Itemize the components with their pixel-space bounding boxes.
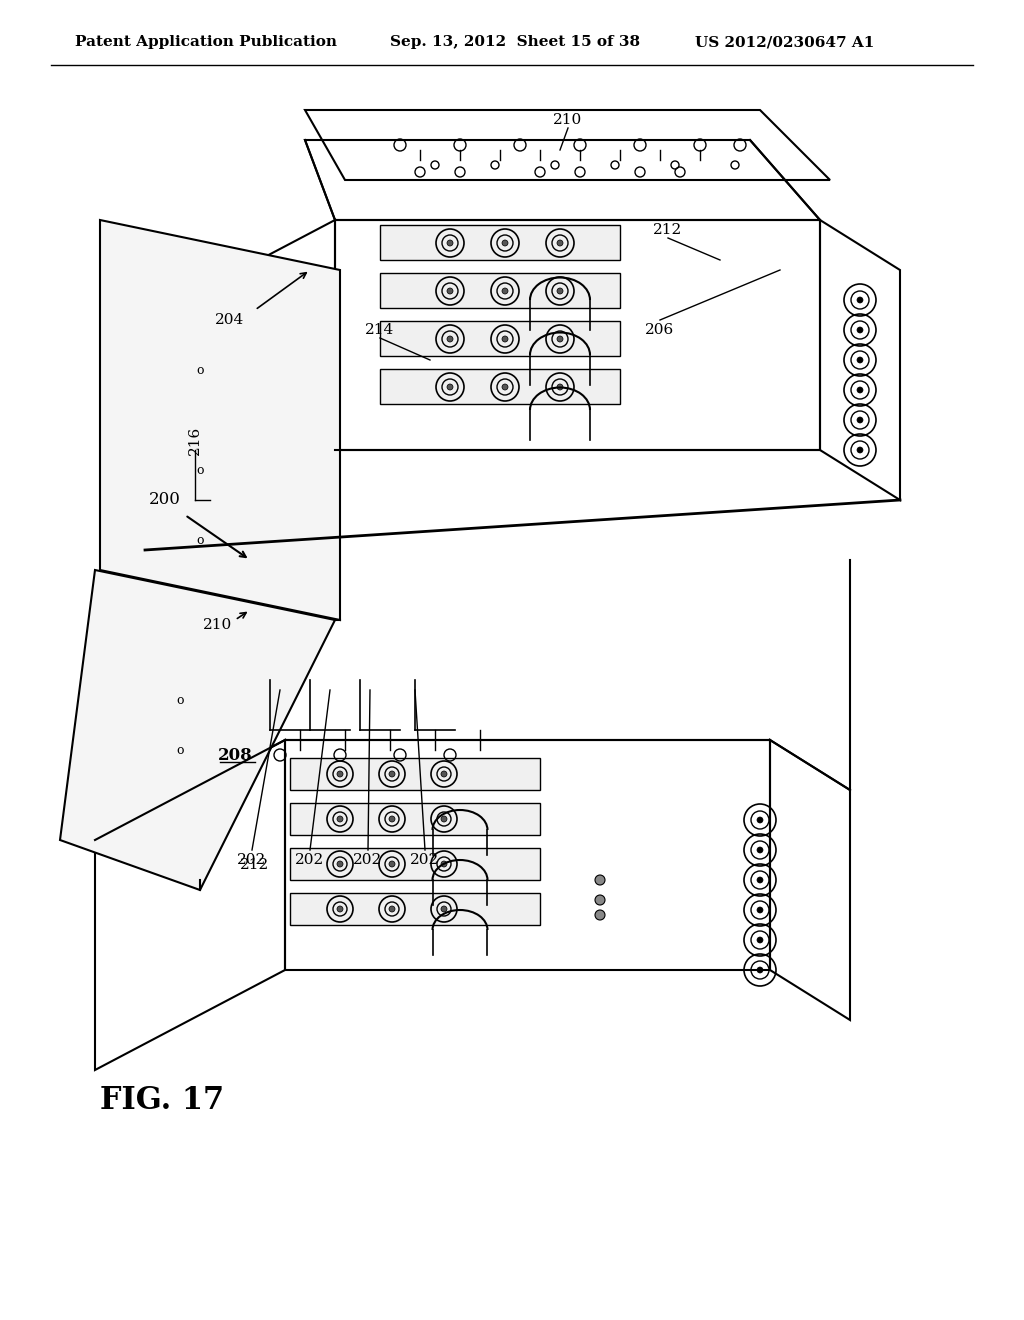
Circle shape — [757, 968, 763, 973]
Circle shape — [447, 337, 453, 342]
Circle shape — [389, 861, 395, 867]
Circle shape — [857, 387, 863, 393]
Circle shape — [757, 847, 763, 853]
Text: 202: 202 — [353, 853, 383, 867]
Circle shape — [389, 771, 395, 777]
Text: Patent Application Publication: Patent Application Publication — [75, 36, 337, 49]
Circle shape — [757, 876, 763, 883]
Text: 208: 208 — [218, 747, 252, 763]
Polygon shape — [290, 758, 540, 789]
Text: 204: 204 — [215, 313, 245, 327]
Circle shape — [857, 356, 863, 363]
Circle shape — [757, 937, 763, 942]
Text: 206: 206 — [645, 323, 675, 337]
Circle shape — [337, 906, 343, 912]
Circle shape — [441, 771, 447, 777]
Polygon shape — [380, 273, 620, 308]
Circle shape — [557, 384, 563, 389]
Text: 202: 202 — [238, 853, 266, 867]
Circle shape — [595, 909, 605, 920]
Text: 214: 214 — [366, 323, 394, 337]
Circle shape — [447, 240, 453, 246]
Circle shape — [337, 816, 343, 822]
Text: o: o — [176, 743, 183, 756]
Text: 202: 202 — [411, 853, 439, 867]
Circle shape — [857, 297, 863, 304]
Text: 216: 216 — [188, 425, 202, 454]
Circle shape — [337, 771, 343, 777]
Text: FIG. 17: FIG. 17 — [100, 1085, 224, 1115]
Text: 212: 212 — [653, 223, 683, 238]
Text: 212: 212 — [241, 858, 269, 873]
Text: 210: 210 — [553, 114, 583, 127]
Circle shape — [502, 384, 508, 389]
Circle shape — [595, 875, 605, 884]
Polygon shape — [290, 803, 540, 836]
Text: 210: 210 — [204, 618, 232, 632]
Circle shape — [502, 288, 508, 294]
Text: o: o — [197, 363, 204, 376]
Circle shape — [857, 417, 863, 422]
Circle shape — [557, 337, 563, 342]
Polygon shape — [290, 894, 540, 925]
Circle shape — [757, 817, 763, 822]
Circle shape — [447, 384, 453, 389]
Polygon shape — [380, 321, 620, 356]
Polygon shape — [100, 220, 340, 620]
Circle shape — [502, 240, 508, 246]
Circle shape — [557, 240, 563, 246]
Circle shape — [447, 288, 453, 294]
Text: Sep. 13, 2012  Sheet 15 of 38: Sep. 13, 2012 Sheet 15 of 38 — [390, 36, 640, 49]
Circle shape — [557, 288, 563, 294]
Text: o: o — [197, 463, 204, 477]
Circle shape — [857, 447, 863, 453]
Text: US 2012/0230647 A1: US 2012/0230647 A1 — [695, 36, 874, 49]
Circle shape — [441, 906, 447, 912]
Text: o: o — [176, 693, 183, 706]
Polygon shape — [290, 847, 540, 880]
Circle shape — [441, 861, 447, 867]
Polygon shape — [380, 370, 620, 404]
Circle shape — [389, 906, 395, 912]
Text: 200: 200 — [150, 491, 181, 508]
Circle shape — [595, 895, 605, 906]
Text: o: o — [197, 533, 204, 546]
Polygon shape — [60, 570, 335, 890]
Circle shape — [857, 327, 863, 333]
Text: 202: 202 — [295, 853, 325, 867]
Polygon shape — [380, 224, 620, 260]
Circle shape — [337, 861, 343, 867]
Circle shape — [757, 907, 763, 913]
Circle shape — [441, 816, 447, 822]
Circle shape — [502, 337, 508, 342]
Circle shape — [389, 816, 395, 822]
